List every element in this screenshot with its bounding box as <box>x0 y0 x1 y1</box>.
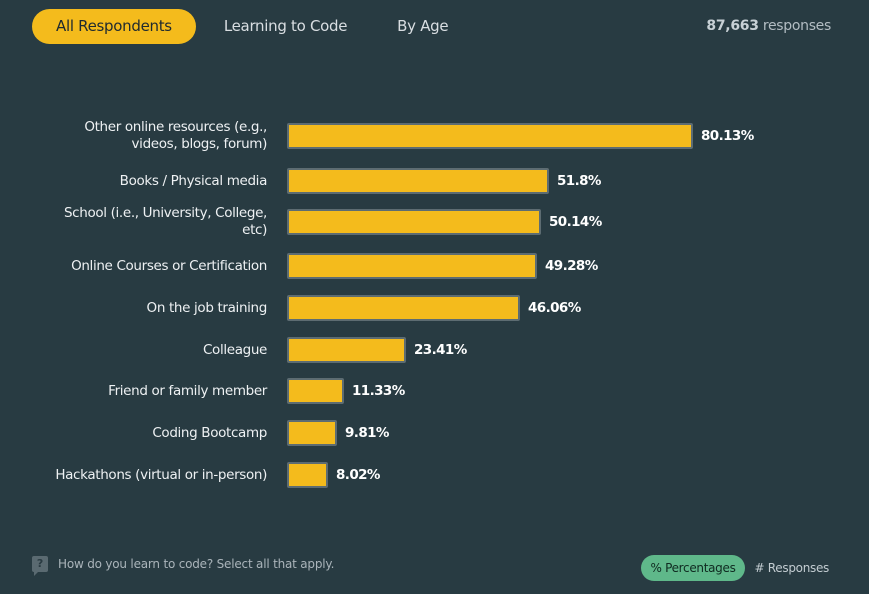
bar[interactable] <box>287 168 549 194</box>
category-label: Online Courses or Certification <box>71 257 267 274</box>
bar[interactable] <box>287 462 328 488</box>
bar[interactable] <box>287 295 520 321</box>
category-label: On the job training <box>146 299 268 316</box>
response-count: 87,663 responses <box>706 18 831 34</box>
bar[interactable] <box>287 253 537 279</box>
category-label: Friend or family member <box>108 382 267 399</box>
category-label: Books / Physical media <box>119 172 268 189</box>
bar[interactable] <box>287 337 406 363</box>
bar-value-label: 46.06% <box>528 300 581 316</box>
response-count-label: responses <box>762 18 831 34</box>
bar-value-label: 80.13% <box>701 128 754 144</box>
category-label: Other online resources (e.g., videos, bl… <box>84 119 267 152</box>
tab-learning-to-code[interactable]: Learning to Code <box>223 17 348 35</box>
bar[interactable] <box>287 209 541 235</box>
category-label: Coding Bootcamp <box>152 424 267 441</box>
question-icon: ? <box>32 556 48 576</box>
category-label: School (i.e., University, College, etc) <box>63 205 267 238</box>
bar-value-label: 51.8% <box>557 173 601 189</box>
responses-toggle-button[interactable]: # Responses <box>754 561 830 575</box>
bar[interactable] <box>287 420 337 446</box>
bar[interactable] <box>287 378 344 404</box>
bar-value-label: 9.81% <box>345 425 389 441</box>
tab-by-age[interactable]: By Age <box>397 17 449 35</box>
display-toggle: % Percentages # Responses <box>641 555 829 581</box>
percentages-toggle-button[interactable]: % Percentages <box>641 555 745 581</box>
tab-all-respondents[interactable]: All Respondents <box>32 9 196 44</box>
category-label: Hackathons (virtual or in-person) <box>55 466 267 483</box>
bar-value-label: 23.41% <box>414 342 467 358</box>
bar-value-label: 50.14% <box>549 214 602 230</box>
survey-question-text: How do you learn to code? Select all tha… <box>58 557 335 571</box>
bar[interactable] <box>287 123 693 149</box>
bar-value-label: 11.33% <box>352 383 405 399</box>
tab-bar: All Respondents Learning to Code By Age <box>32 9 472 44</box>
response-count-number: 87,663 <box>706 18 759 34</box>
survey-question: ? How do you learn to code? Select all t… <box>32 556 335 576</box>
bar-value-label: 49.28% <box>545 258 598 274</box>
bar-value-label: 8.02% <box>336 467 380 483</box>
category-label: Colleague <box>202 341 267 358</box>
